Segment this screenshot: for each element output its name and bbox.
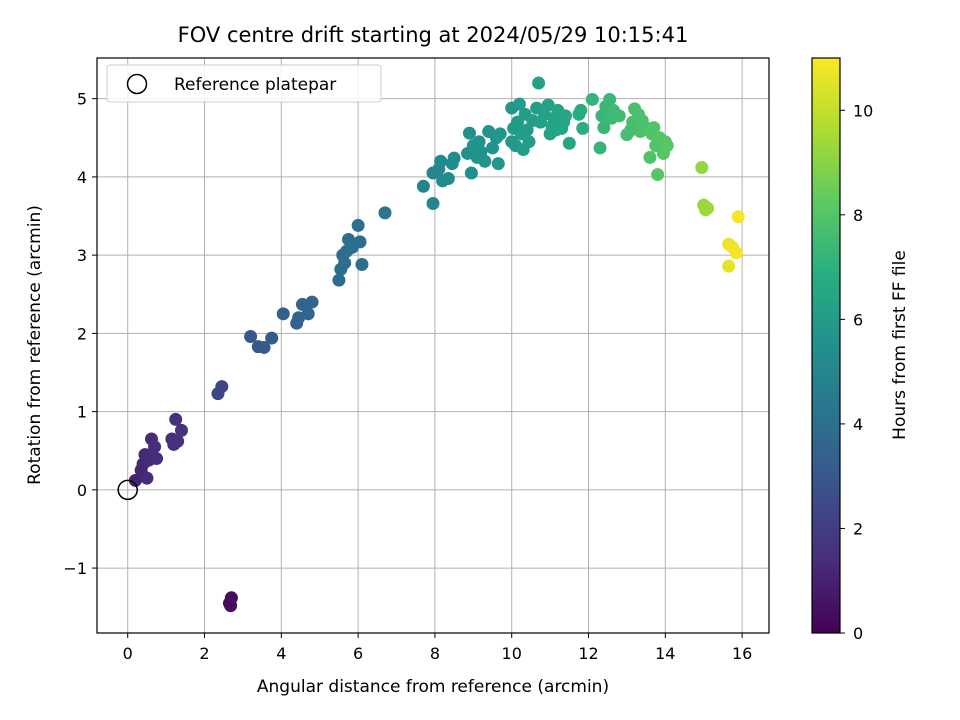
x-tick-label: 14 bbox=[655, 644, 675, 663]
data-point bbox=[597, 121, 611, 135]
data-point bbox=[512, 97, 526, 111]
data-point bbox=[276, 307, 290, 321]
colorbar-tick-label: 8 bbox=[853, 206, 863, 225]
plot-frame bbox=[96, 57, 770, 634]
y-axis: −1 0 1 2 3 4 5 bbox=[63, 90, 97, 578]
data-point bbox=[434, 154, 448, 168]
y-tick-label: −1 bbox=[63, 559, 87, 578]
x-tick-label: 16 bbox=[732, 644, 752, 663]
x-tick-label: 8 bbox=[430, 644, 440, 663]
x-axis-label: Angular distance from reference (arcmin) bbox=[257, 677, 609, 697]
y-axis-label: Rotation from reference (arcmin) bbox=[25, 205, 45, 485]
data-point bbox=[332, 273, 346, 287]
data-point bbox=[486, 141, 500, 155]
x-tick-label: 12 bbox=[578, 644, 598, 663]
data-point bbox=[701, 201, 715, 215]
legend-reference-marker bbox=[126, 73, 148, 95]
data-point bbox=[493, 127, 507, 141]
data-point bbox=[215, 380, 229, 394]
y-tick-label: 4 bbox=[77, 168, 87, 187]
data-point bbox=[441, 171, 455, 185]
data-point bbox=[244, 330, 258, 344]
y-tick-label: 3 bbox=[77, 246, 87, 265]
y-tick-label: 5 bbox=[77, 90, 87, 109]
data-point bbox=[558, 109, 572, 123]
data-point bbox=[128, 473, 142, 487]
data-point bbox=[520, 123, 534, 137]
data-point bbox=[257, 340, 271, 354]
x-tick-label: 4 bbox=[276, 644, 286, 663]
colorbar-gradient bbox=[811, 57, 841, 634]
data-point bbox=[338, 256, 352, 270]
data-point bbox=[585, 92, 599, 106]
data-point bbox=[353, 235, 367, 249]
data-point bbox=[643, 150, 657, 164]
data-point bbox=[541, 98, 555, 112]
data-point bbox=[593, 141, 607, 155]
data-point bbox=[355, 258, 369, 272]
data-point bbox=[305, 295, 319, 309]
data-point bbox=[447, 151, 461, 165]
colorbar-label: Hours from first FF file bbox=[890, 250, 910, 440]
x-tick-label: 2 bbox=[199, 644, 209, 663]
colorbar-tick-label: 6 bbox=[853, 310, 863, 329]
data-point bbox=[660, 139, 674, 153]
data-point bbox=[265, 331, 279, 345]
data-point bbox=[416, 179, 430, 193]
data-point bbox=[140, 471, 154, 485]
colorbar-tick-label: 0 bbox=[853, 624, 863, 643]
data-point bbox=[491, 157, 505, 171]
data-point bbox=[651, 168, 665, 182]
colorbar-tick-label: 4 bbox=[853, 415, 863, 434]
data-point bbox=[174, 423, 188, 437]
data-point bbox=[171, 434, 185, 448]
grid bbox=[97, 58, 769, 633]
data-point bbox=[224, 599, 238, 613]
colorbar-tick-label: 2 bbox=[853, 519, 863, 538]
data-point bbox=[148, 440, 162, 454]
colorbar: 0 2 4 6 8 10 Hours from first FF file bbox=[811, 57, 910, 643]
data-point bbox=[478, 154, 492, 168]
data-point bbox=[169, 412, 183, 426]
data-point bbox=[574, 103, 588, 117]
data-point bbox=[695, 161, 709, 175]
data-point bbox=[464, 166, 478, 180]
data-point bbox=[301, 307, 315, 321]
reference-marker bbox=[117, 479, 138, 501]
data-point bbox=[612, 109, 626, 123]
data-point bbox=[150, 452, 164, 466]
colorbar-tick-label: 10 bbox=[853, 101, 873, 120]
data-point bbox=[603, 92, 617, 106]
x-tick-label: 10 bbox=[502, 644, 522, 663]
legend-box bbox=[106, 64, 382, 103]
x-tick-label: 6 bbox=[353, 644, 363, 663]
data-point bbox=[647, 121, 661, 135]
legend: Reference platepar bbox=[106, 64, 382, 103]
colorbar-ticks: 0 2 4 6 8 10 bbox=[840, 101, 873, 643]
x-axis: 0 2 4 6 8 10 12 14 16 bbox=[123, 633, 752, 663]
data-point bbox=[576, 121, 590, 135]
y-tick-label: 2 bbox=[77, 324, 87, 343]
data-point bbox=[562, 136, 576, 150]
chart-title: FOV centre drift starting at 2024/05/29 … bbox=[178, 23, 689, 47]
y-tick-label: 1 bbox=[77, 403, 87, 422]
data-point bbox=[729, 246, 743, 260]
data-point bbox=[722, 259, 736, 273]
data-point bbox=[522, 135, 536, 149]
data-point bbox=[472, 135, 486, 149]
data-point bbox=[426, 197, 440, 211]
data-point bbox=[731, 210, 745, 224]
data-point bbox=[351, 218, 365, 232]
data-point bbox=[378, 206, 392, 220]
y-tick-label: 0 bbox=[77, 481, 87, 500]
data-point bbox=[532, 76, 546, 90]
data-point bbox=[462, 126, 476, 140]
legend-label: Reference platepar bbox=[174, 75, 336, 95]
data-points bbox=[128, 76, 745, 613]
x-tick-label: 0 bbox=[123, 644, 133, 663]
